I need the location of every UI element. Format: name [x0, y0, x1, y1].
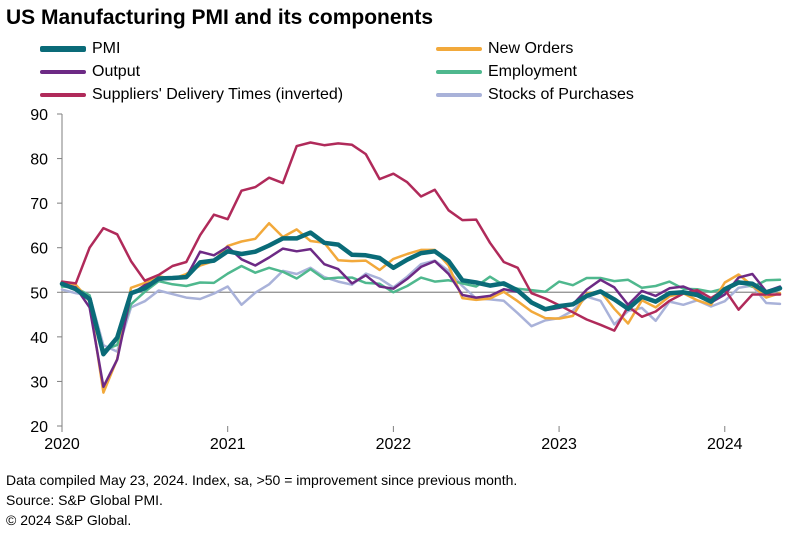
x-tick-label: 2024 [707, 436, 743, 453]
footer-source: Source: S&P Global PMI. [6, 492, 163, 508]
y-tick-label: 30 [30, 374, 48, 391]
series-line-new-orders [60, 221, 782, 394]
legend-item-new-orders: New Orders [436, 38, 573, 60]
x-tick-label: 2020 [44, 436, 80, 453]
series-line-suppliers-delivery-times-inverted [60, 141, 782, 332]
legend-label-pmi: PMI [92, 40, 121, 57]
footer-note: Data compiled May 23, 2024. Index, sa, >… [6, 472, 518, 488]
legend-item-suppliers-delivery-times: Suppliers' Delivery Times (inverted) [40, 84, 343, 106]
legend-label-employment: Employment [488, 63, 577, 80]
series-line-stocks-of-purchases [60, 259, 782, 353]
legend-swatch-new-orders [436, 47, 482, 51]
legend-item-stocks-of-purchases: Stocks of Purchases [436, 84, 634, 106]
x-tick-label: 2022 [376, 436, 412, 453]
legend-swatch-output [40, 70, 86, 74]
legend-label-suppliers-delivery-times: Suppliers' Delivery Times (inverted) [92, 86, 344, 103]
footer-copyright: © 2024 S&P Global. [6, 512, 132, 528]
legend-item-employment: Employment [436, 61, 577, 83]
x-tick-label: 2023 [541, 436, 577, 453]
y-tick-label: 50 [30, 285, 48, 302]
y-tick-label: 40 [30, 330, 48, 347]
series-line-pmi [59, 230, 783, 357]
chart-footer: Data compiled May 23, 2024. Index, sa, >… [6, 470, 517, 530]
legend-item-output: Output [40, 61, 140, 83]
y-tick-label: 90 [30, 107, 48, 124]
series-line-employment [60, 264, 782, 352]
y-tick-label: 20 [30, 419, 48, 436]
legend-swatch-suppliers-delivery-times [40, 93, 86, 97]
legend-swatch-stocks-of-purchases [436, 93, 482, 97]
x-tick-label: 2021 [210, 436, 246, 453]
y-tick-label: 70 [30, 196, 48, 213]
chart-title: US Manufacturing PMI and its components [6, 6, 434, 29]
legend-item-pmi: PMI [40, 38, 120, 60]
legend-label-stocks-of-purchases: Stocks of Purchases [488, 86, 634, 103]
legend-swatch-employment [436, 70, 482, 74]
y-tick-label: 60 [30, 241, 48, 258]
y-tick-label: 80 [30, 152, 48, 169]
chart-legend: PMI Output Suppliers' Delivery Times (in… [40, 38, 760, 110]
legend-label-output: Output [92, 63, 141, 80]
legend-swatch-pmi [40, 46, 86, 52]
legend-label-new-orders: New Orders [488, 40, 574, 57]
